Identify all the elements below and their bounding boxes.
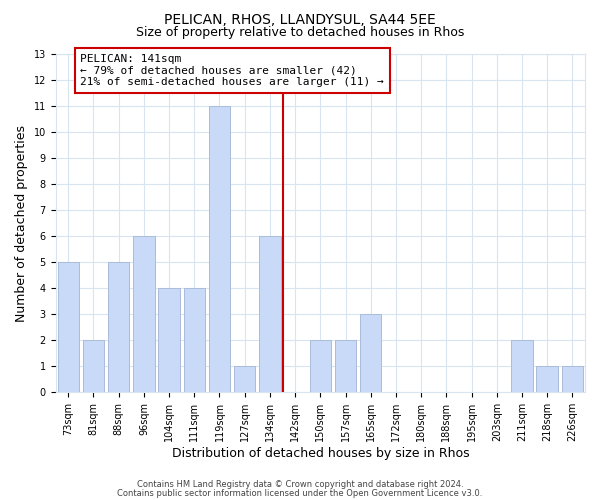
Text: PELICAN, RHOS, LLANDYSUL, SA44 5EE: PELICAN, RHOS, LLANDYSUL, SA44 5EE: [164, 12, 436, 26]
Bar: [259, 236, 281, 392]
Text: Contains public sector information licensed under the Open Government Licence v3: Contains public sector information licen…: [118, 488, 482, 498]
Text: Size of property relative to detached houses in Rhos: Size of property relative to detached ho…: [136, 26, 464, 39]
Bar: [536, 366, 558, 392]
Bar: [209, 106, 230, 393]
Bar: [133, 236, 155, 392]
Bar: [511, 340, 533, 392]
Text: PELICAN: 141sqm
← 79% of detached houses are smaller (42)
21% of semi-detached h: PELICAN: 141sqm ← 79% of detached houses…: [80, 54, 384, 87]
Y-axis label: Number of detached properties: Number of detached properties: [15, 124, 28, 322]
X-axis label: Distribution of detached houses by size in Rhos: Distribution of detached houses by size …: [172, 447, 469, 460]
Bar: [108, 262, 130, 392]
Bar: [310, 340, 331, 392]
Text: Contains HM Land Registry data © Crown copyright and database right 2024.: Contains HM Land Registry data © Crown c…: [137, 480, 463, 489]
Bar: [360, 314, 382, 392]
Bar: [83, 340, 104, 392]
Bar: [58, 262, 79, 392]
Bar: [184, 288, 205, 393]
Bar: [234, 366, 256, 392]
Bar: [335, 340, 356, 392]
Bar: [562, 366, 583, 392]
Bar: [158, 288, 180, 393]
